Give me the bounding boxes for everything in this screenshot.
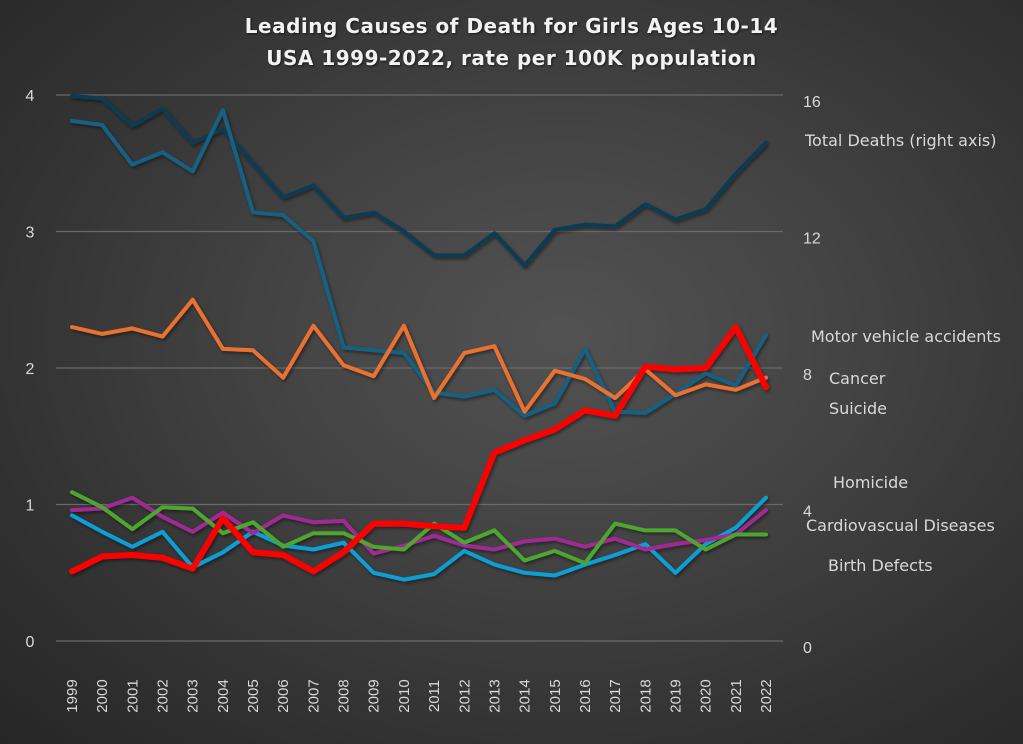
y-tick-label: 0 — [26, 634, 35, 651]
series-label-cardiovascual-diseases: Cardiovascual Diseases — [806, 516, 995, 535]
series-line-cardiovascual-diseases — [70, 495, 768, 556]
series-line-birth-defects — [70, 490, 768, 566]
right-axis-ticks: 0 4 8 12 16 — [803, 94, 821, 657]
x-axis-ticks: 1999 2000 2001 2002 2003 2004 2005 2006 2007 2008… — [64, 679, 775, 712]
y2-tick-label: 16 — [803, 94, 821, 111]
series-label-total-deaths-right-axis: Total Deaths (right axis) — [804, 131, 996, 150]
x-tick-label: 2018 — [637, 679, 654, 712]
series-line-motor-vehicle-accidents — [70, 108, 768, 418]
series-line-suicide — [69, 324, 769, 575]
y2-tick-label: 0 — [803, 640, 812, 657]
left-axis-ticks: 0 1 2 3 4 — [26, 88, 35, 651]
x-tick-label: 2014 — [517, 679, 534, 712]
x-tick-label: 2003 — [185, 679, 202, 712]
y2-tick-label: 8 — [803, 367, 812, 384]
series-lines — [69, 94, 769, 582]
x-tick-label: 2006 — [275, 679, 292, 712]
series-label-birth-defects: Birth Defects — [828, 556, 933, 575]
x-tick-label: 2017 — [607, 679, 624, 712]
y-tick-label: 3 — [26, 225, 35, 242]
x-tick-label: 2016 — [577, 679, 594, 712]
x-tick-label: 2020 — [698, 679, 715, 712]
chart-subtitle: USA 1999-2022, rate per 100K population — [266, 46, 757, 70]
y-tick-label: 2 — [26, 361, 35, 378]
x-tick-label: 2015 — [547, 679, 564, 712]
x-tick-label: 1999 — [64, 679, 81, 712]
x-tick-label: 2000 — [94, 679, 111, 712]
x-tick-label: 2013 — [486, 679, 503, 712]
x-tick-label: 2012 — [456, 679, 473, 712]
x-tick-label: 2010 — [396, 679, 413, 712]
x-tick-label: 2007 — [305, 679, 322, 712]
x-tick-label: 2001 — [124, 679, 141, 712]
x-tick-label: 2005 — [245, 679, 262, 712]
x-tick-label: 2009 — [366, 679, 383, 712]
series-labels: Total Deaths (right axis) Motor vehicle a… — [804, 131, 1001, 575]
x-tick-label: 2008 — [336, 679, 353, 712]
x-tick-label: 2019 — [667, 679, 684, 712]
series-label-cancer: Cancer — [829, 369, 886, 388]
series-line-cancer — [70, 297, 768, 414]
y2-tick-label: 12 — [803, 231, 821, 248]
x-tick-label: 2011 — [426, 680, 443, 712]
series-label-homicide: Homicide — [833, 473, 908, 492]
y2-tick-label: 4 — [803, 504, 812, 521]
y-tick-label: 1 — [26, 498, 35, 515]
x-tick-label: 2022 — [758, 679, 775, 712]
series-label-motor-vehicle-accidents: Motor vehicle accidents — [811, 327, 1001, 346]
x-tick-label: 2021 — [728, 679, 745, 712]
series-label-suicide: Suicide — [829, 399, 887, 418]
x-tick-label: 2004 — [215, 679, 232, 712]
chart-title: Leading Causes of Death for Girls Ages 1… — [244, 14, 779, 38]
x-tick-label: 2002 — [155, 679, 172, 712]
series-line-total-deaths-right-axis — [70, 94, 768, 268]
y-tick-label: 4 — [26, 88, 35, 105]
